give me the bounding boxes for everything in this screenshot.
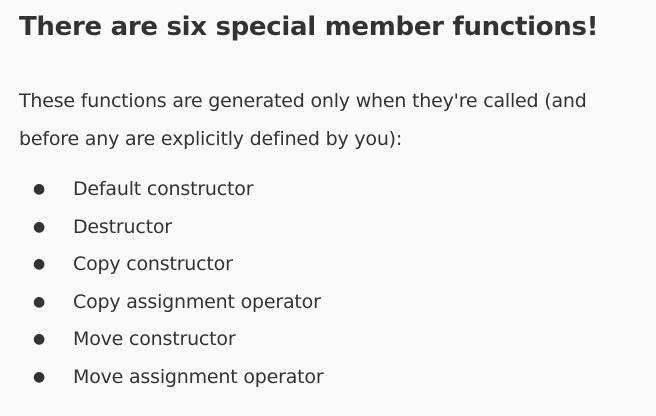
bullet-icon: ● bbox=[33, 256, 46, 272]
list-item: ● Copy constructor bbox=[19, 246, 323, 284]
list-item-label: Copy constructor bbox=[73, 253, 233, 275]
list-item: ● Default constructor bbox=[19, 171, 323, 209]
special-member-functions-list: ● Default constructor ● Destructor ● Cop… bbox=[19, 171, 324, 397]
intro-paragraph: These functions are generated only when … bbox=[19, 90, 587, 150]
list-item-label: Destructor bbox=[73, 215, 172, 238]
bullet-icon: ● bbox=[33, 331, 46, 347]
bullet-icon: ● bbox=[33, 218, 46, 235]
list-item-label: Copy assignment operator bbox=[73, 290, 321, 313]
list-item-label: Move assignment operator bbox=[73, 365, 324, 388]
bullet-icon: ● bbox=[33, 293, 46, 310]
slide-heading: There are six special member functions! bbox=[19, 12, 599, 42]
list-item: ● Move assignment operator bbox=[19, 359, 324, 397]
list-item: ● Move constructor bbox=[19, 321, 323, 359]
list-item: ● Destructor bbox=[19, 209, 323, 247]
list-item-label: Move constructor bbox=[73, 328, 236, 350]
bullet-icon: ● bbox=[33, 181, 46, 197]
list-item: ● Copy assignment operator bbox=[19, 284, 323, 322]
bullet-icon: ● bbox=[33, 368, 46, 385]
list-item-label: Default constructor bbox=[73, 178, 254, 200]
